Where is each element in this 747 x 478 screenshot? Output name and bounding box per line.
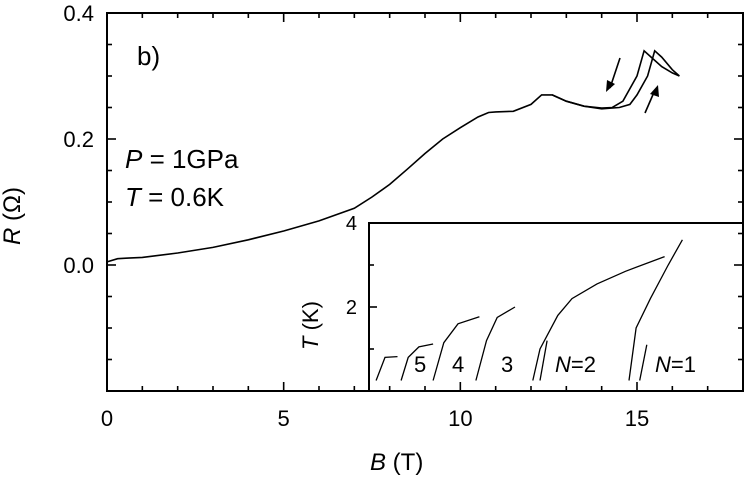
x-tick-label: 15 (625, 406, 649, 431)
landau-label-5: 5 (414, 352, 426, 377)
inset-boundary-line-7 (628, 239, 683, 381)
inset-boundary-line-5 (532, 255, 665, 381)
inset-boundary-line-6 (539, 340, 548, 381)
main-curves (106, 49, 680, 263)
x-tick-label: 5 (278, 406, 290, 431)
inset-boundary-line-3 (432, 316, 480, 381)
resistance-up-sweep-line (106, 49, 680, 263)
y-tick-label: 0.2 (63, 127, 94, 152)
resistance-down-sweep-line (551, 49, 680, 110)
x-tick-label: 0 (101, 406, 113, 431)
inset-boundary-line-1 (375, 355, 398, 381)
landau-label-3: 3 (501, 352, 513, 377)
pressure-annotation: P = 1GPa (125, 144, 239, 174)
y-tick-label: 0.4 (63, 1, 94, 26)
landau-label-n2: N=2 (555, 352, 596, 377)
main-tick-labels: 0 5 10 15 0.0 0.2 0.4 (63, 1, 649, 431)
temperature-annotation: T = 0.6K (125, 182, 225, 212)
inset-curves (375, 239, 683, 381)
down-sweep-arrowhead (606, 80, 615, 92)
landau-label-n1: N=1 (655, 352, 696, 377)
inset-y-tick-label: 2 (346, 297, 357, 319)
up-sweep-arrowhead (650, 85, 659, 97)
inset-boundary-line-2 (400, 343, 434, 381)
inset-boundary-line-8 (639, 344, 648, 381)
inset-y-tick-label: 4 (346, 213, 357, 235)
sweep-arrows (606, 57, 659, 114)
inset-ticks (369, 222, 377, 392)
inset-y-axis-title: T (K) (298, 301, 323, 350)
y-tick-label: 0.0 (63, 253, 94, 278)
landau-label-4: 4 (452, 352, 464, 377)
panel-label: b) (137, 41, 160, 71)
inset-boundary-line-4 (475, 306, 516, 381)
y-axis-title: R (Ω) (0, 187, 26, 245)
x-axis-title: B (T) (370, 449, 423, 476)
x-tick-label: 10 (448, 406, 472, 431)
inset-tick-labels: 24 (346, 213, 357, 319)
